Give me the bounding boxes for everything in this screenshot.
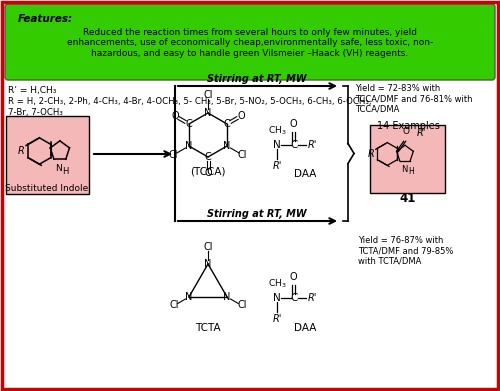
Text: (TCCA): (TCCA) — [190, 167, 226, 177]
Text: C: C — [290, 140, 298, 150]
Text: Substituted Indole: Substituted Indole — [6, 184, 88, 193]
Text: 41: 41 — [400, 192, 416, 205]
Text: N: N — [224, 292, 230, 302]
Text: N: N — [224, 141, 230, 151]
Text: Cl: Cl — [238, 150, 248, 160]
FancyBboxPatch shape — [370, 125, 445, 193]
Text: Yield = 72-83% with
TCCA/DMF and 76-81% with
TCCA/DMA: Yield = 72-83% with TCCA/DMF and 76-81% … — [355, 84, 472, 114]
Text: 14 Examples: 14 Examples — [376, 121, 440, 131]
Text: C: C — [224, 119, 230, 129]
Text: O: O — [237, 111, 244, 121]
Text: N: N — [400, 165, 407, 174]
Text: O: O — [402, 127, 409, 136]
Text: Cl: Cl — [203, 90, 213, 100]
Text: C: C — [290, 293, 298, 303]
Text: CH$_3$: CH$_3$ — [268, 278, 286, 290]
Text: H: H — [408, 167, 414, 176]
Text: Cl: Cl — [168, 150, 178, 160]
Text: H: H — [62, 167, 68, 176]
Text: R: R — [18, 146, 24, 156]
Text: N: N — [204, 108, 212, 118]
Text: Cl: Cl — [237, 301, 246, 310]
Text: N: N — [273, 293, 281, 303]
Text: N: N — [55, 164, 62, 173]
FancyBboxPatch shape — [6, 116, 89, 194]
Text: R': R' — [272, 161, 281, 171]
Text: O: O — [204, 168, 212, 178]
Text: R': R' — [416, 128, 426, 138]
Text: Cl: Cl — [203, 242, 213, 252]
Text: CH$_3$: CH$_3$ — [268, 124, 286, 137]
Text: R’ = H,CH₃: R’ = H,CH₃ — [8, 86, 56, 95]
Text: R': R' — [272, 314, 281, 324]
Text: Stirring at RT, MW: Stirring at RT, MW — [207, 74, 307, 84]
Text: C: C — [186, 119, 192, 129]
FancyBboxPatch shape — [5, 4, 495, 80]
Text: Features:: Features: — [18, 14, 73, 24]
Text: N: N — [186, 292, 192, 302]
Text: R = H, 2-CH₃, 2-Ph, 4-CH₃, 4-Br, 4-OCH₃, 5- CH₃, 5-Br, 5-NO₂, 5-OCH₃, 6-CH₃, 6-O: R = H, 2-CH₃, 2-Ph, 4-CH₃, 4-Br, 4-OCH₃,… — [8, 97, 372, 106]
Text: DAA: DAA — [294, 323, 316, 333]
Text: Yield = 76-87% with
TCTA/DMF and 79-85%
with TCTA/DMA: Yield = 76-87% with TCTA/DMF and 79-85% … — [358, 236, 454, 266]
Text: 7-Br, 7-OCH₃: 7-Br, 7-OCH₃ — [8, 108, 63, 117]
Text: O: O — [172, 111, 179, 121]
Text: N: N — [186, 141, 192, 151]
Text: N: N — [204, 259, 212, 269]
Text: C: C — [204, 152, 212, 162]
Text: DAA: DAA — [294, 169, 316, 179]
Text: O: O — [290, 119, 298, 129]
Text: O: O — [290, 272, 298, 282]
Text: Reduced the reaction times from several hours to only few minutes, yield
enhance: Reduced the reaction times from several … — [67, 28, 433, 58]
Text: TCTA: TCTA — [195, 323, 221, 333]
Text: R': R' — [308, 293, 318, 303]
Text: Stirring at RT, MW: Stirring at RT, MW — [207, 209, 307, 219]
Text: R': R' — [308, 140, 318, 150]
Text: R: R — [368, 149, 375, 159]
Text: Cl: Cl — [170, 301, 179, 310]
Text: N: N — [273, 140, 281, 150]
